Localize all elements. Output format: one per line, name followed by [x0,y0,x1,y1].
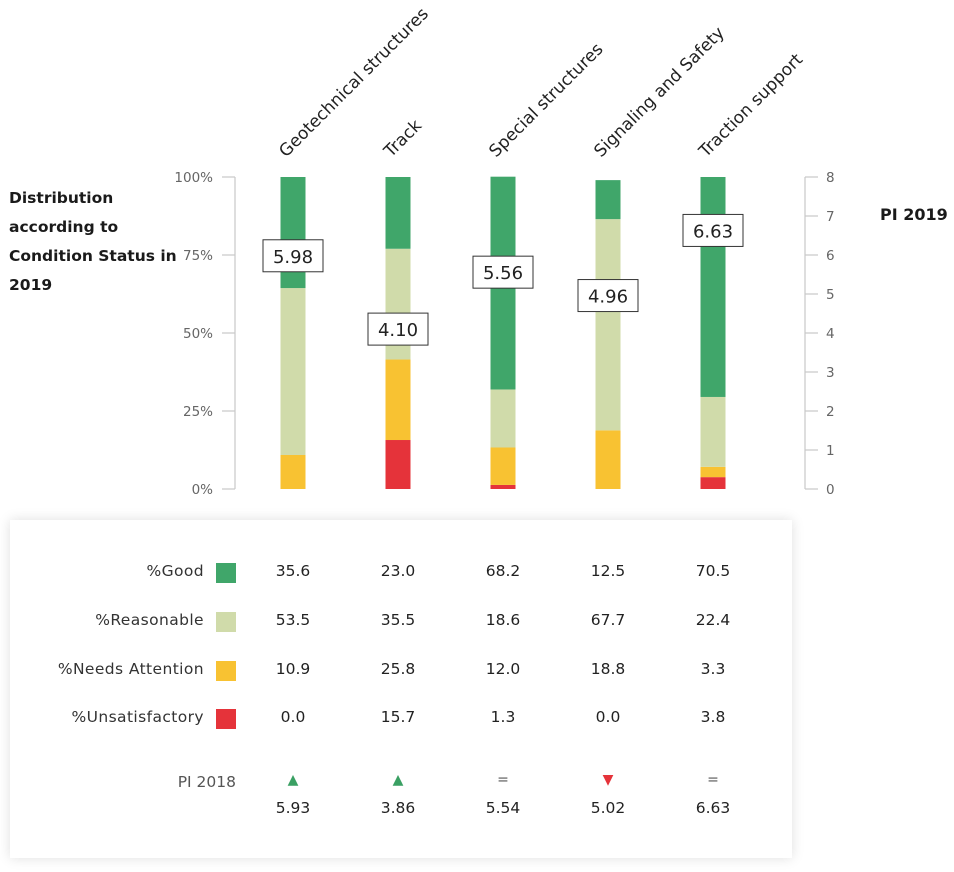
bar-segment-good [595,180,621,220]
bar-segment-unsatisfactory [385,440,411,489]
pi-2018-value: 5.93 [275,799,311,817]
table-cell: 53.5 [275,611,311,629]
bar-segment-needs-attention [595,430,621,489]
table-row-label: %Unsatisfactory [71,708,204,726]
table-cell: 15.7 [380,708,416,726]
table-cell: 67.7 [590,611,626,629]
pi-2019-value: 4.96 [588,287,628,308]
right-axis-title: PI 2019 [880,205,948,224]
right-axis-tick-label: 4 [826,326,835,342]
right-axis: 0 1 2 3 4 5 6 7 8 [804,170,835,498]
left-axis-tick-label: 50% [183,326,213,342]
pi-2019-box: 6.63 [682,213,744,247]
bar-segment-unsatisfactory [490,484,516,489]
right-axis-tick-label: 8 [826,170,835,186]
category-label: Special structures [485,39,607,161]
pi-2019-box: 5.98 [262,239,324,273]
bar-segment-needs-attention [490,447,516,485]
trend-icon: ▲ [287,772,299,788]
right-axis-tick-label: 2 [826,404,835,420]
table-cell: 68.2 [485,562,521,580]
bar-segment-good [700,177,726,397]
table-row-label: %Needs Attention [57,660,204,678]
pi-2019-value: 5.56 [483,263,523,284]
pi-2019-box-frame [262,239,324,273]
table-cell: 10.9 [275,660,311,678]
legend-swatch [216,709,236,729]
trend-icon: ▲ [392,772,404,788]
legend-swatch [216,661,236,681]
pi-2019-box: 4.96 [577,279,639,313]
pi-2019-value: 4.10 [378,320,418,341]
right-axis-tick-label: 7 [826,209,835,225]
pi-2019-value: 5.98 [273,247,313,268]
pi-2019-value: 6.63 [693,221,733,242]
trend-icon: ▼ [602,772,614,788]
bar-segment-needs-attention [700,466,726,478]
pi-2018-value: 3.86 [380,799,416,817]
table-cell: 12.5 [590,562,626,580]
bar-segment-reasonable [595,219,621,431]
table-cell: 35.6 [275,562,311,580]
right-axis-tick-label: 1 [826,443,835,459]
table-cell: 0.0 [595,708,621,726]
left-axis-tick-label: 0% [192,482,214,498]
pi-2019-labels: 5.98 4.10 5.56 4.96 6.63 [262,213,744,346]
legend-swatch [216,563,236,583]
pi-2019-box: 5.56 [472,255,534,289]
pi-2018-value: 5.54 [485,799,521,817]
bar-segment-reasonable [490,389,516,448]
bar-segment-unsatisfactory [700,477,726,489]
table-cell: 3.8 [700,708,726,726]
trend-icon: = [497,772,509,788]
bars [280,176,726,489]
table-cell: 35.5 [380,611,416,629]
left-axis-tick-label: 25% [183,404,213,420]
table-cell: 3.3 [700,660,726,678]
bar-segment-needs-attention [385,359,411,441]
table-cell: 25.8 [380,660,416,678]
pi-2019-box-frame [682,213,744,247]
right-axis-tick-label: 6 [826,248,835,264]
table-cell: 18.6 [485,611,521,629]
table-cell: 12.0 [485,660,521,678]
category-label: Traction support [695,50,808,163]
table-row-label: %Good [146,562,204,580]
data-table-panel: %Good 35.6 23.0 68.2 12.5 70.5 %Reasonable 53.5… [10,520,792,858]
pi-2018-value: 6.63 [695,799,731,817]
pi-2019-box-frame [577,279,639,313]
trend-icon: = [707,772,719,788]
category-label: Track [380,116,426,162]
bar-segment-reasonable [700,396,726,467]
pi-2019-box: 4.10 [367,312,429,346]
pi-2019-box-frame [472,255,534,289]
pi-2018-value: 5.02 [590,799,626,817]
table-cell: 22.4 [695,611,731,629]
table-cell: 23.0 [380,562,416,580]
table-cell: 1.3 [490,708,516,726]
bar-segment-needs-attention [280,454,306,489]
table-row-label: %Reasonable [95,611,204,629]
table-cell: 70.5 [695,562,731,580]
left-axis-tick-label: 75% [183,248,213,264]
left-axis: 0% 25% 50% 75% 100% [174,170,236,498]
table-cell: 18.8 [590,660,626,678]
pi-2019-box-frame [367,312,429,346]
bar-segment-good [385,177,411,249]
stacked-bar-chart: 0% 25% 50% 75% 100% 0 1 2 3 4 5 6 7 8 Geotechnical s… [174,4,835,498]
right-axis-tick-label: 3 [826,365,835,381]
bar-segment-reasonable [280,288,306,455]
pi-2018-label: PI 2018 [177,773,236,791]
table-cell: 0.0 [280,708,306,726]
left-axis-tick-label: 100% [174,170,213,186]
right-axis-tick-label: 0 [826,482,835,498]
right-axis-tick-label: 5 [826,287,835,303]
left-axis-title: Distribution according to Condition Stat… [9,189,177,294]
legend-swatch [216,612,236,632]
